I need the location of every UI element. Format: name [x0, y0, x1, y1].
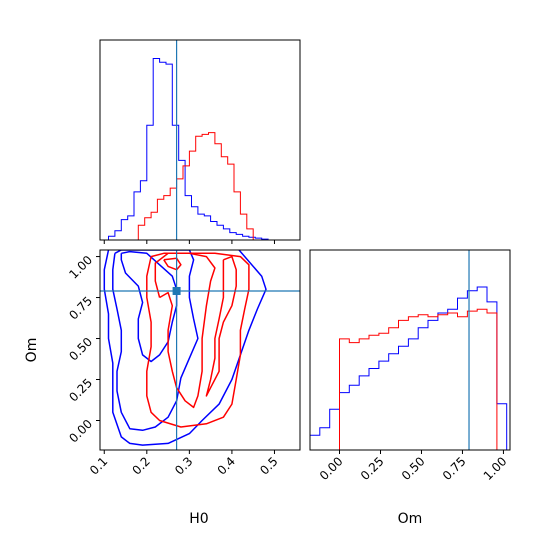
- h0-om-contour-data: [100, 250, 300, 450]
- contour-series-0-level-1: [112, 250, 199, 432]
- om-histogram-frame: [309, 249, 511, 451]
- om-x-tick-label-1: 0.25: [358, 454, 387, 483]
- contour-series-1-level-1: [154, 252, 216, 409]
- om-y-tick-label-2: 0.50: [66, 335, 95, 364]
- h0-x-tick-label-1: 0.2: [130, 454, 153, 477]
- om-histogram-series-1: [339, 308, 504, 450]
- h0-x-tick-label-4: 0.5: [257, 454, 280, 477]
- om-y-tick-label-4: 1.00: [66, 253, 95, 282]
- contour-series-0-level-0: [120, 250, 178, 363]
- h0-histogram-series-1: [137, 132, 254, 240]
- y-axis-label-om: Om: [24, 338, 40, 363]
- contour-series-1-level-3: [146, 252, 250, 428]
- x-axis-label-h0: H0: [189, 511, 208, 527]
- h0-x-tick-label-2: 0.3: [172, 454, 195, 477]
- om-x-tick-label-3: 0.75: [440, 454, 469, 483]
- om-y-tick-label-0: 0.00: [66, 417, 95, 446]
- h0-histogram-series-0: [100, 58, 275, 240]
- om-x-tick-label-4: 1.00: [481, 454, 510, 483]
- truth-marker: [172, 286, 181, 295]
- contour-series-1-level-0: [163, 257, 182, 271]
- om-histogram-data: [310, 250, 508, 450]
- contour-frame: [99, 249, 301, 451]
- h0-x-tick-label-3: 0.4: [215, 454, 238, 477]
- om-x-tick-label-2: 0.50: [399, 454, 428, 483]
- om-x-tick-label-0: 0.00: [317, 454, 346, 483]
- om-y-tick-label-1: 0.25: [66, 376, 95, 405]
- h0-x-tick-label-0: 0.1: [87, 454, 110, 477]
- axes-layer: 0.1 0.2 0.3 0.4 0.5 0.00 0.25 0.50 0.75 1.00 0.00 0…: [66, 39, 511, 483]
- contour-series-0-level-2: [103, 250, 267, 446]
- h0-histogram-frame: [99, 39, 301, 241]
- contour-series-1-level-2: [205, 255, 237, 397]
- om-y-tick-label-3: 0.75: [66, 294, 95, 323]
- x-axis-label-om: Om: [398, 511, 423, 527]
- h0-histogram-data: [100, 40, 275, 240]
